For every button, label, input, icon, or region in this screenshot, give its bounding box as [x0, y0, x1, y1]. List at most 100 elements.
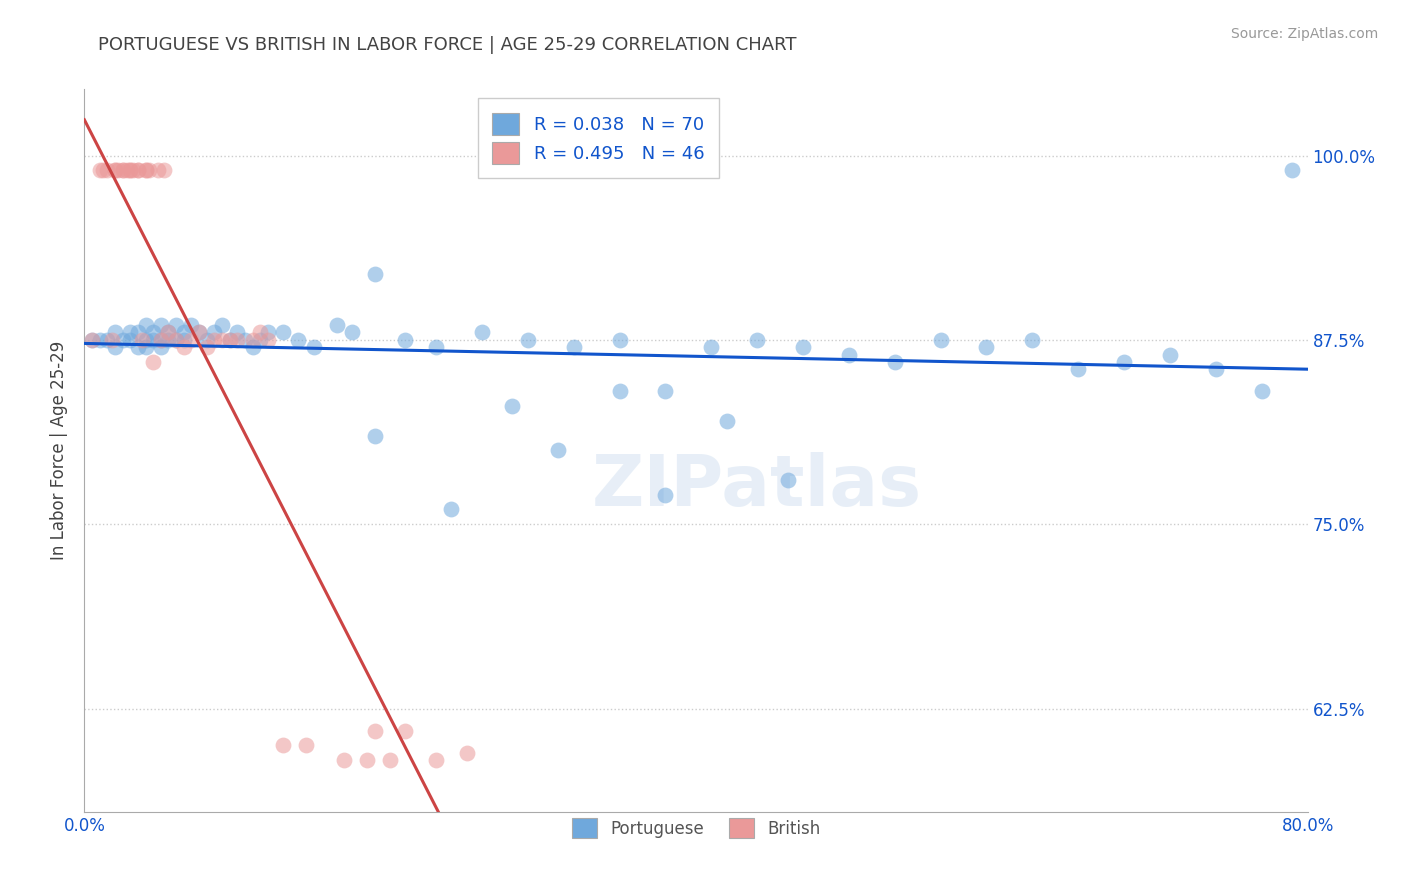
Point: [138, 163, 160, 178]
Point: [165, 333, 187, 347]
Point: [716, 414, 738, 428]
Point: [173, 340, 195, 354]
Point: [142, 326, 165, 340]
Point: [394, 723, 416, 738]
Point: [111, 333, 134, 347]
Point: [547, 443, 569, 458]
Point: [135, 163, 157, 178]
Point: [135, 318, 157, 332]
Legend: Portuguese, British: Portuguese, British: [564, 810, 828, 847]
Point: [609, 333, 631, 347]
Point: [1159, 348, 1181, 362]
Point: [120, 163, 142, 178]
Point: [115, 163, 138, 178]
Point: [149, 333, 172, 347]
Point: [394, 333, 416, 347]
Point: [249, 326, 271, 340]
Point: [135, 333, 157, 347]
Point: [226, 333, 249, 347]
Point: [120, 163, 142, 178]
Point: [976, 340, 998, 354]
Point: [1021, 333, 1043, 347]
Point: [120, 326, 142, 340]
Point: [1250, 384, 1272, 399]
Point: [562, 340, 585, 354]
Point: [104, 326, 127, 340]
Point: [104, 340, 127, 354]
Point: [135, 340, 157, 354]
Point: [142, 355, 165, 369]
Point: [440, 502, 463, 516]
Point: [195, 333, 218, 347]
Point: [142, 333, 165, 347]
Point: [456, 746, 478, 760]
Point: [792, 340, 814, 354]
Text: Source: ZipAtlas.com: Source: ZipAtlas.com: [1230, 27, 1378, 41]
Point: [96, 163, 118, 178]
Point: [364, 267, 387, 281]
Point: [111, 163, 134, 178]
Point: [120, 333, 142, 347]
Text: ZIPatlas: ZIPatlas: [592, 452, 922, 521]
Point: [91, 163, 114, 178]
Point: [173, 333, 195, 347]
Point: [131, 333, 153, 347]
Y-axis label: In Labor Force | Age 25-29: In Labor Force | Age 25-29: [51, 341, 69, 560]
Point: [471, 326, 494, 340]
Text: PORTUGUESE VS BRITISH IN LABOR FORCE | AGE 25-29 CORRELATION CHART: PORTUGUESE VS BRITISH IN LABOR FORCE | A…: [98, 36, 797, 54]
Point: [333, 753, 356, 767]
Point: [249, 333, 271, 347]
Point: [127, 326, 149, 340]
Point: [107, 163, 129, 178]
Point: [271, 326, 294, 340]
Point: [96, 333, 118, 347]
Point: [157, 326, 180, 340]
Point: [188, 326, 211, 340]
Point: [242, 340, 264, 354]
Point: [838, 348, 860, 362]
Point: [157, 333, 180, 347]
Point: [425, 753, 447, 767]
Point: [127, 163, 149, 178]
Point: [1114, 355, 1136, 369]
Point: [202, 333, 225, 347]
Point: [180, 318, 202, 332]
Point: [104, 163, 127, 178]
Point: [173, 326, 195, 340]
Point: [654, 488, 676, 502]
Point: [242, 333, 264, 347]
Point: [211, 318, 233, 332]
Point: [502, 399, 524, 413]
Point: [883, 355, 905, 369]
Point: [80, 333, 103, 347]
Point: [287, 333, 309, 347]
Point: [257, 326, 280, 340]
Point: [302, 340, 325, 354]
Point: [425, 340, 447, 354]
Point: [101, 333, 124, 347]
Point: [89, 333, 111, 347]
Point: [364, 723, 387, 738]
Point: [127, 163, 149, 178]
Point: [89, 163, 111, 178]
Point: [180, 333, 202, 347]
Point: [295, 739, 318, 753]
Point: [776, 473, 799, 487]
Point: [609, 384, 631, 399]
Point: [165, 333, 187, 347]
Point: [356, 753, 378, 767]
Point: [516, 333, 538, 347]
Point: [271, 739, 294, 753]
Point: [195, 340, 218, 354]
Point: [257, 333, 280, 347]
Point: [1067, 362, 1090, 376]
Point: [929, 333, 952, 347]
Point: [325, 318, 347, 332]
Point: [153, 163, 176, 178]
Point: [747, 333, 769, 347]
Point: [149, 318, 172, 332]
Point: [135, 163, 157, 178]
Point: [111, 163, 134, 178]
Point: [654, 384, 676, 399]
Point: [211, 333, 233, 347]
